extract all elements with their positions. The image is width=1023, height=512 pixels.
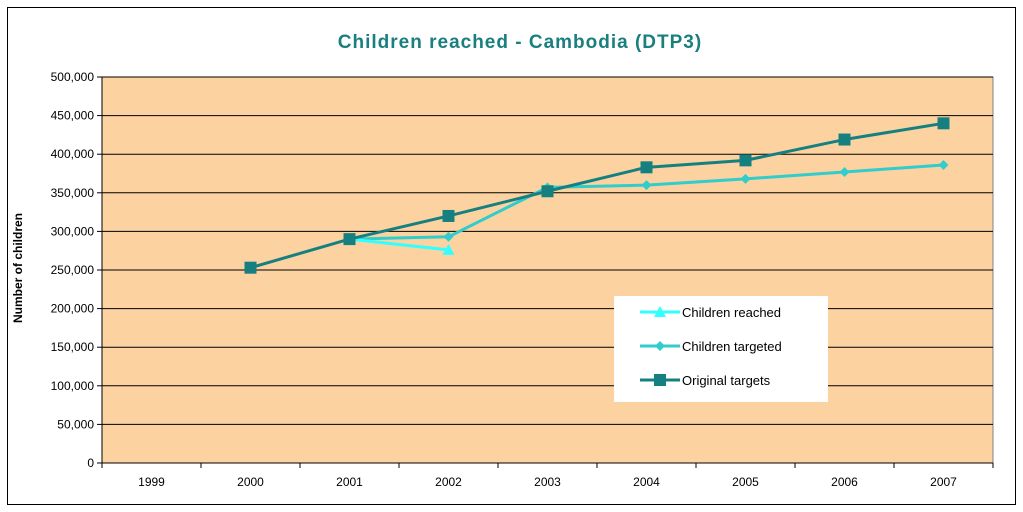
chart-title: Children reached - Cambodia (DTP3) — [338, 32, 702, 53]
legend-box — [614, 296, 828, 402]
x-tick-label: 2002 — [435, 475, 462, 489]
y-axis-label: Number of children — [11, 213, 25, 323]
legend-marker — [654, 306, 666, 317]
data-point-original-targets — [838, 133, 851, 146]
data-point-original-targets — [640, 161, 653, 174]
x-tick-label: 2000 — [237, 475, 264, 489]
data-point-original-targets — [244, 261, 257, 274]
legend-label: Children targeted — [682, 339, 782, 354]
y-tick-label: 250,000 — [51, 263, 95, 277]
legend-label: Original targets — [682, 373, 771, 388]
data-point-original-targets — [442, 209, 455, 222]
data-point-children-targeted — [839, 166, 850, 177]
legend-marker — [654, 374, 666, 386]
data-point-original-targets — [937, 117, 950, 130]
x-tick-label: 2006 — [831, 475, 858, 489]
x-tick-label: 2005 — [732, 475, 759, 489]
data-point-children-targeted — [938, 160, 949, 171]
y-tick-label: 500,000 — [51, 70, 95, 84]
data-point-children-targeted — [443, 231, 454, 242]
plot-area: 0 50,000 100,000 150,000 200,000 250,000 300,0… — [51, 70, 994, 489]
x-tick-label: 2001 — [336, 475, 363, 489]
y-tick-label: 0 — [87, 456, 94, 470]
y-tick-label: 100,000 — [51, 379, 95, 393]
data-point-original-targets — [343, 233, 356, 246]
data-point-original-targets — [739, 154, 752, 167]
y-tick-label: 300,000 — [51, 224, 95, 238]
x-tick-label: 2007 — [930, 475, 957, 489]
data-point-children-targeted — [740, 173, 751, 184]
y-tick-label: 150,000 — [51, 340, 95, 354]
legend-marker — [655, 341, 665, 351]
data-point-children-targeted — [641, 180, 652, 191]
series-line-children-reached — [349, 237, 449, 252]
x-tick-label: 2004 — [633, 475, 660, 489]
y-tick-label: 450,000 — [51, 109, 95, 123]
y-tick-label: 200,000 — [51, 302, 95, 316]
x-tick-label: 1999 — [138, 475, 165, 489]
y-tick-label: 400,000 — [51, 147, 95, 161]
y-tick-label: 350,000 — [51, 186, 95, 200]
data-point-children-reached — [442, 243, 455, 255]
legend-label: Children reached — [682, 305, 781, 320]
series-line-original-targets — [250, 121, 944, 270]
y-tick-label: 50,000 — [57, 417, 94, 431]
data-point-original-targets — [541, 185, 554, 198]
x-tick-label: 2003 — [534, 475, 561, 489]
